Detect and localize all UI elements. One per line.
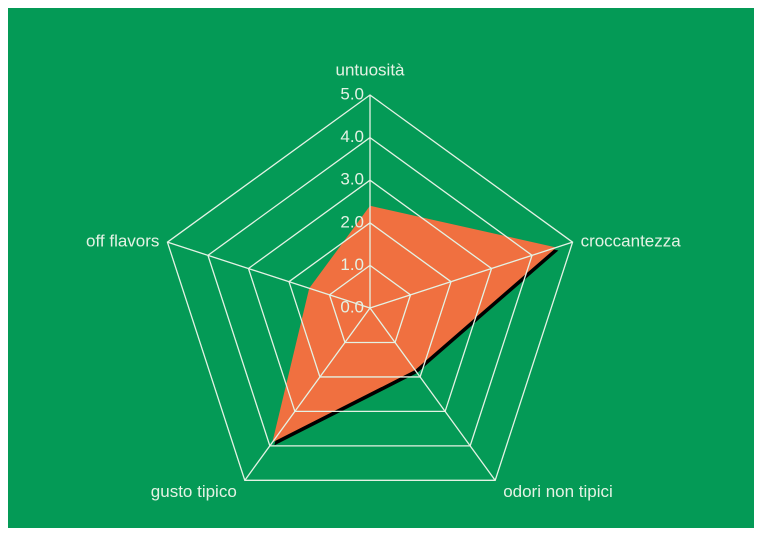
category-label: croccantezza [581,232,682,251]
axis-line [369,307,496,481]
grid-ring [207,136,533,447]
category-label: odori non tipici [503,482,613,501]
grid-ring [247,179,493,413]
grid-ring [166,94,574,481]
category-label: untuosità [336,60,406,79]
axis-line [244,307,371,481]
category-label: off flavors [86,232,159,251]
data-polygon [272,205,557,443]
tick-label: 1.0 [340,255,364,274]
tick-label: 5.0 [340,84,364,103]
axis-line [369,241,573,309]
tick-label: 4.0 [340,127,364,146]
grid-ring [328,264,412,344]
category-label: gusto tipico [151,482,237,501]
tick-label: 2.0 [340,212,364,231]
axis-line [167,241,371,309]
tick-label: 0.0 [340,297,364,316]
grid-ring [288,221,452,378]
tick-label: 3.0 [340,170,364,189]
